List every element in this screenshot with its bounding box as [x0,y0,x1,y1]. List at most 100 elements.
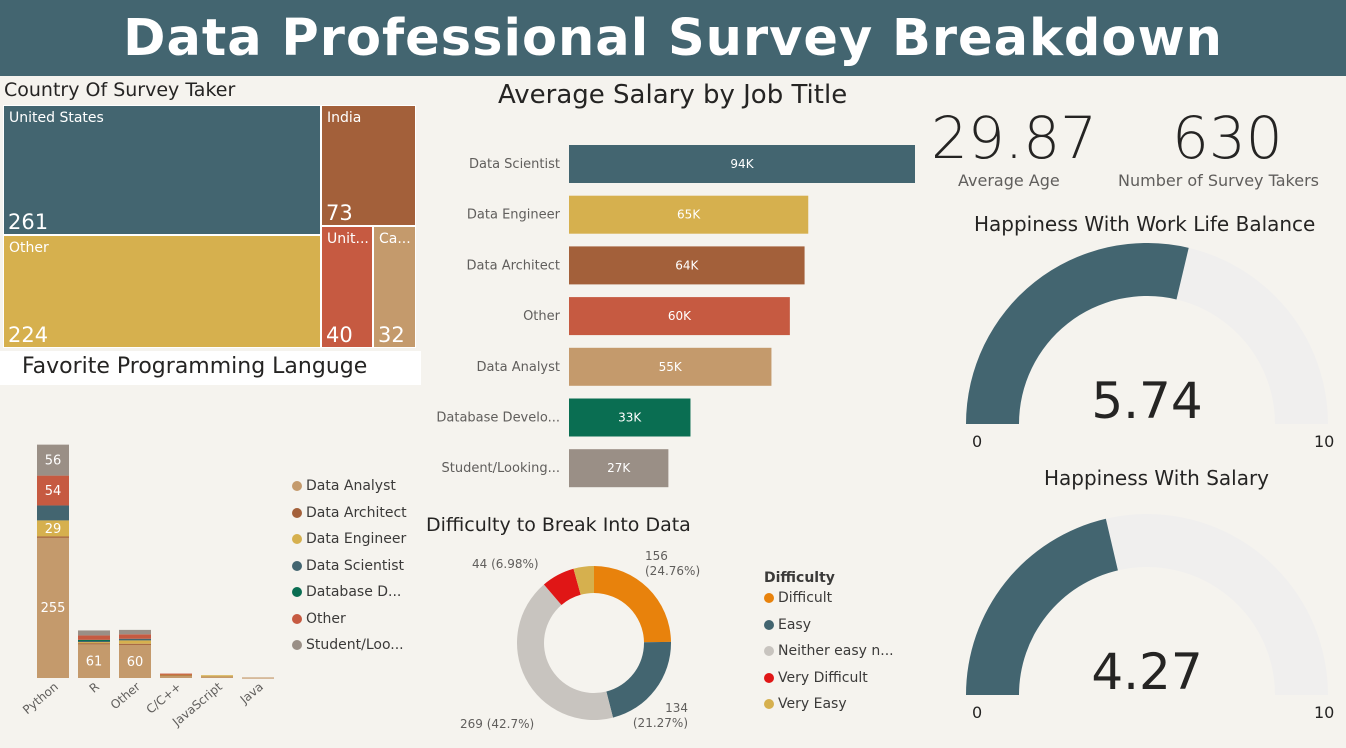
legend-label: Data Engineer [306,531,407,547]
treemap-cell-value: 261 [8,210,49,234]
legend-label: Data Analyst [306,478,396,494]
language-legend-item[interactable]: Student/Loo... [292,637,404,653]
treemap-cell-value: 32 [378,323,405,347]
treemap-cell-other[interactable]: Other 224 [3,235,321,348]
language-bar-segment[interactable] [119,644,151,678]
legend-dot-icon [292,507,302,518]
legend-label: Very Easy [778,696,847,713]
language-category-label: Other [108,680,143,713]
donut-data-label: 156 [645,549,668,563]
salary-data-label: 65K [677,208,701,222]
language-bar-segment[interactable] [37,475,69,506]
language-bar-segment[interactable] [78,639,110,642]
legend-dot-icon [764,593,774,603]
legend-label: Data Scientist [306,557,404,574]
language-bar-segment[interactable] [119,643,151,645]
language-bar-segment[interactable] [160,673,192,675]
salary-bar[interactable] [569,145,915,183]
treemap-cell-label: United States [9,110,104,126]
language-data-label: 29 [45,522,62,537]
donut-slice[interactable] [606,641,671,718]
language-legend-item[interactable]: Data Engineer [292,531,406,547]
salary-bar[interactable] [569,195,809,234]
language-bar-segment[interactable] [78,642,110,644]
difficulty-legend-item[interactable]: Easy [764,617,811,633]
language-bar-segment[interactable] [78,640,110,643]
language-bar-segment[interactable] [201,675,233,678]
work-life-gauge-title: Happiness With Work Life Balance [974,212,1316,236]
work-life-gauge-panel: Happiness With Work Life Balance 5.74 0 … [966,208,1344,458]
salary-bar[interactable] [569,449,669,488]
legend-label: Other [306,610,346,627]
language-legend-item[interactable]: Data Scientist [292,558,404,574]
language-bar-segment[interactable] [119,638,151,641]
gauge-value-label: 4.27 [1091,643,1202,701]
treemap-cell-india[interactable]: India 73 [321,105,416,226]
legend-dot-icon [292,640,302,650]
salary-data-label: 64K [675,258,699,272]
difficulty-legend-item[interactable]: Very Easy [764,696,847,712]
language-bar-segment[interactable] [37,520,69,537]
language-bar-segment[interactable] [119,629,151,635]
salary-gauge-max: 10 [1314,703,1335,722]
language-bar-segment[interactable] [242,677,274,679]
legend-label: Easy [778,616,812,633]
salary-category-label: Data Engineer [467,208,561,223]
language-bar-segment[interactable] [160,675,192,678]
language-bar-segment[interactable] [37,536,69,538]
donut-slice[interactable] [517,584,614,720]
legend-dot-icon [764,619,774,630]
salary-data-label: 33K [618,411,642,425]
legend-label: Student/Loo... [306,637,404,653]
language-legend-item[interactable]: Data Architect [292,505,407,521]
salary-bar[interactable] [569,347,772,386]
salary-bar[interactable] [569,398,691,437]
donut-slice[interactable] [594,566,671,643]
salary-data-label: 94K [730,157,754,171]
salary-gauge[interactable]: 4.27 [966,512,1344,702]
language-title-box: Favorite Programming Languge [0,351,421,385]
language-bar-segment[interactable] [78,644,110,678]
legend-dot-icon [292,560,302,571]
legend-label: Difficult [778,590,833,606]
difficulty-donut-chart[interactable]: 156(24.76%) 134(21.27%) 269 (42.7%) 44 (6.9… [440,540,760,740]
language-legend-item[interactable]: Other [292,611,346,627]
language-bar-segment[interactable] [37,505,69,521]
language-bar-segment[interactable] [119,640,151,644]
salary-category-label: Data Analyst [477,360,560,375]
difficulty-legend-item[interactable]: Neither easy n... [764,643,894,659]
treemap-cell-value: 224 [8,323,49,347]
header-banner: Data Professional Survey Breakdown [0,0,1346,76]
legend-dot-icon [764,646,774,657]
legend-dot-icon [292,481,302,491]
treemap-cell-canada[interactable]: Ca... 32 [373,226,416,348]
donut-slice[interactable] [573,566,594,595]
country-treemap[interactable]: United States 261 India 73 Other 224 Uni… [3,105,416,348]
salary-gauge-title: Happiness With Salary [1044,466,1270,490]
difficulty-legend-item[interactable]: Difficult [764,590,832,606]
donut-slice[interactable] [543,568,581,606]
language-bar-segment[interactable] [201,675,233,677]
language-legend-item[interactable]: Data Analyst [292,478,396,494]
salary-bar[interactable] [569,297,790,336]
salary-bar-chart[interactable]: Data Scientist 94K Data Engineer 65K Data Ar… [420,138,930,498]
salary-category-label: Data Architect [467,258,560,273]
treemap-cell-united-kingdom[interactable]: Unit... 40 [321,226,373,348]
legend-dot-icon [292,534,302,544]
language-bar-segment[interactable] [78,643,110,645]
treemap-cell-united-states[interactable]: United States 261 [3,105,321,235]
salary-bar[interactable] [569,246,805,285]
language-bar-segment[interactable] [78,635,110,640]
language-bar-segment[interactable] [78,630,110,636]
legend-dot-icon [764,699,774,710]
salary-data-label: 27K [607,461,631,475]
language-data-label: 54 [45,484,62,499]
language-legend-item[interactable]: Database D... [292,584,401,600]
language-bar-segment[interactable] [37,536,69,678]
language-bar-segment[interactable] [37,444,69,476]
language-bar-segment[interactable] [119,634,151,639]
difficulty-legend-item[interactable]: Very Difficult [764,670,868,686]
language-category-label: Java [237,680,266,708]
work-life-gauge[interactable]: 5.74 [966,238,1344,433]
